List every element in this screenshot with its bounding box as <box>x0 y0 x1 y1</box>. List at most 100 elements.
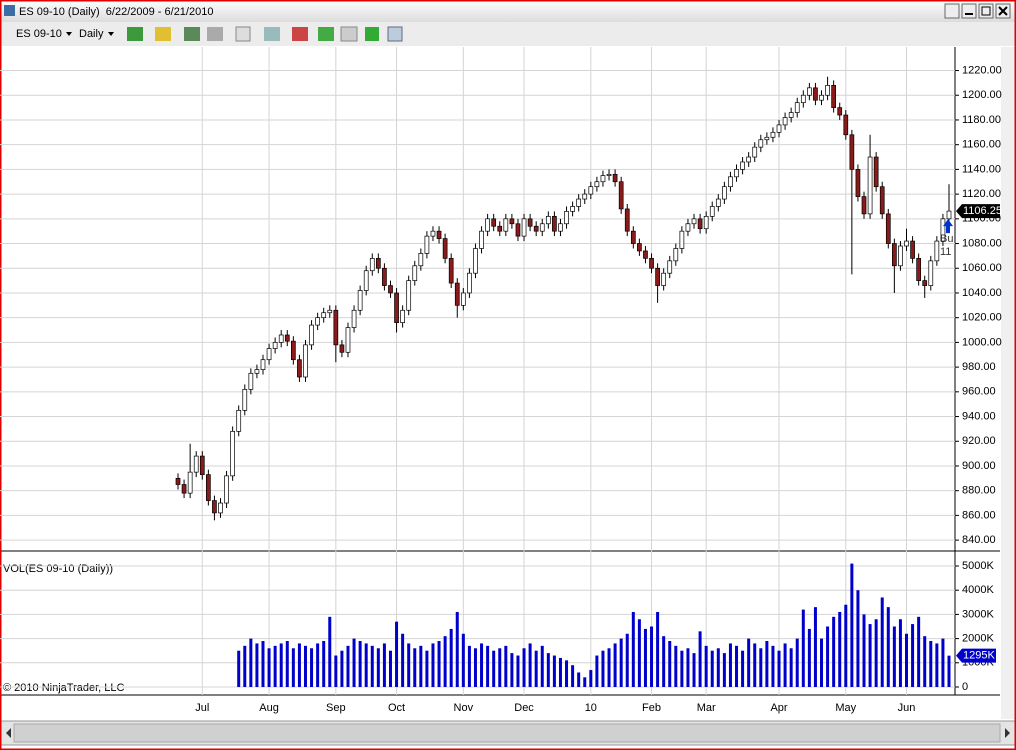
candle-body <box>564 211 569 225</box>
volume-bar <box>395 621 399 687</box>
volume-bar <box>480 643 484 687</box>
candle-body <box>800 94 806 104</box>
candle-body <box>388 285 393 294</box>
toolbar <box>1 22 1015 46</box>
vertical-scrollbar[interactable] <box>1001 47 1015 719</box>
candle-body <box>776 124 782 133</box>
volume-bar <box>874 619 878 687</box>
volume-bar <box>346 645 350 687</box>
candle-body <box>369 258 375 272</box>
candle-body <box>351 309 357 328</box>
candle-body <box>576 198 582 207</box>
volume-bar <box>443 636 447 687</box>
candle-body <box>637 243 642 252</box>
volume-bar <box>328 616 332 687</box>
period-selector[interactable]: Daily <box>79 28 104 40</box>
y-tick-label: 1160.00 <box>962 139 1001 151</box>
buy-arrow <box>943 219 953 234</box>
restore-button[interactable] <box>944 3 960 19</box>
volume-bar <box>668 641 672 687</box>
volume-bar <box>413 648 417 687</box>
volume-bar <box>522 648 526 687</box>
y-tick-label: 920.00 <box>962 435 996 447</box>
volume-bar <box>844 604 848 687</box>
candle-body <box>837 107 843 116</box>
volume-bar <box>674 645 678 687</box>
y-tick-label: 940.00 <box>962 410 996 422</box>
volume-bar <box>911 624 915 687</box>
candle-body <box>242 389 248 411</box>
candle-body <box>321 312 327 319</box>
candle-body <box>794 102 800 113</box>
candle-body <box>618 181 624 210</box>
candle-body <box>436 230 442 239</box>
y-tick-label: 1020.00 <box>962 312 1002 324</box>
candle-body <box>187 471 193 494</box>
copyright: © 2010 NinjaTrader, LLC <box>3 682 124 694</box>
volume-bar <box>534 650 538 687</box>
candle-body <box>400 309 405 323</box>
y-tick-label: 1180.00 <box>962 114 1001 126</box>
candle-body <box>722 186 727 200</box>
volume-bar <box>716 648 720 687</box>
candle-body <box>363 270 369 291</box>
candle-body <box>206 474 211 501</box>
volume-bar <box>364 643 368 687</box>
y-tick-label: 5000K <box>962 560 994 572</box>
volume-bar <box>431 643 435 687</box>
scrollbar-thumb[interactable] <box>13 723 1001 743</box>
instrument-selector[interactable]: ES 09-10 <box>16 28 62 40</box>
volume-bar <box>832 616 836 687</box>
volume-bar <box>267 648 271 687</box>
candle-body <box>193 455 199 473</box>
candle-body <box>898 245 903 267</box>
volume-bar <box>558 657 562 687</box>
y-tick-label: 1040.00 <box>962 287 1002 299</box>
candle-body <box>284 334 290 342</box>
candle-body <box>734 169 739 178</box>
candle-body <box>260 359 266 370</box>
candle-body <box>248 372 254 390</box>
volume-bar <box>728 643 732 687</box>
volume-bar <box>255 643 259 687</box>
candle-body <box>600 175 606 183</box>
maximize-button[interactable] <box>978 3 994 19</box>
candle-body <box>673 248 679 262</box>
volume-bar <box>516 655 520 687</box>
x-tick-label: Jul <box>195 702 209 714</box>
y-tick-label: 980.00 <box>962 361 996 373</box>
candle-body <box>230 431 235 477</box>
candle-body <box>303 344 308 378</box>
candle-body <box>442 238 448 259</box>
toolbar-icons[interactable] <box>127 26 403 42</box>
volume-bar <box>249 638 253 687</box>
window-buttons[interactable] <box>944 3 1011 19</box>
candle-body <box>807 87 812 96</box>
candle-body <box>297 359 302 378</box>
y-tick-label: 1080.00 <box>962 237 1002 249</box>
candle-body <box>764 136 770 141</box>
candle-body <box>333 309 339 346</box>
volume-bar <box>637 619 641 687</box>
x-tick-label: May <box>835 702 856 714</box>
volume-bar <box>686 648 690 687</box>
volume-bar <box>813 607 817 687</box>
volume-bar <box>850 563 854 687</box>
volume-bar <box>291 648 295 687</box>
volume-bar <box>613 643 617 687</box>
candle-body <box>946 210 952 220</box>
volume-bar <box>285 641 289 687</box>
candle-body <box>728 176 733 188</box>
candle-body <box>904 240 909 247</box>
volume-bar <box>795 638 799 687</box>
minimize-button[interactable] <box>961 3 977 19</box>
volume-bar <box>546 653 550 687</box>
candle-body <box>570 206 575 212</box>
volume-bar <box>419 645 423 687</box>
candle-body <box>539 223 545 232</box>
volume-bar <box>565 660 569 687</box>
volume-bar <box>643 628 647 687</box>
candle-body <box>485 218 490 232</box>
volume-bar <box>789 648 793 687</box>
